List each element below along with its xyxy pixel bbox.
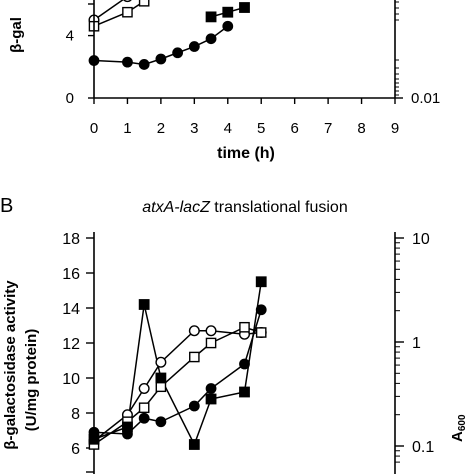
panel-b-point-filled-square bbox=[155, 372, 167, 384]
panel-a-point-open-square bbox=[122, 6, 133, 18]
panel-b-point-open-square bbox=[255, 327, 267, 338]
panel-b-y2label-main: A bbox=[449, 431, 466, 442]
panel-b-point-open-circle bbox=[205, 325, 217, 337]
panel-b-point-open-square bbox=[189, 351, 200, 363]
panel-a-y-tick-label: 0 bbox=[66, 90, 74, 107]
panel-b-series-line-open-square bbox=[93, 326, 262, 446]
panel-a-xlabel: time (h) bbox=[217, 145, 275, 162]
panel-b-y2-tick-label: 1 bbox=[412, 335, 421, 352]
panel-a-x-tick-label: 8 bbox=[357, 120, 365, 137]
panel-b-point-open-square bbox=[138, 402, 150, 414]
panel-a-point-filled-circle bbox=[222, 20, 234, 32]
panel-a-x-tick-label: 3 bbox=[190, 120, 198, 137]
panel-a-series-line-open-square bbox=[93, 0, 147, 27]
panel-b-y-tick-label: 12 bbox=[62, 336, 80, 353]
panel-b-y-tick-label: 16 bbox=[62, 266, 80, 283]
panel-b-y-tick-label: 6 bbox=[71, 441, 80, 458]
panel-b-y-tick-label: 18 bbox=[62, 231, 80, 248]
panel-a-point-filled-square bbox=[222, 6, 234, 18]
panel-b-point-filled-square bbox=[255, 276, 267, 288]
panel-a-y-tick-label: 4 bbox=[66, 28, 74, 45]
panel-a-point-filled-circle bbox=[138, 59, 150, 70]
panel-a: 0 1 2 3 4 5 6 7 8 9 0 4 0.01 bbox=[66, 0, 440, 137]
panel-a-x-tick-label: 9 bbox=[391, 120, 399, 137]
panel-a-point-filled-square bbox=[205, 11, 217, 23]
panel-a-point-filled-circle bbox=[122, 56, 133, 68]
panel-b-point-filled-square bbox=[188, 439, 200, 450]
panel-b-point-filled-circle bbox=[138, 412, 150, 424]
panel-a-point-filled-circle bbox=[172, 47, 184, 59]
panel-a-series-line-open-circle bbox=[93, 0, 124, 21]
panel-b-point-filled-square bbox=[122, 421, 133, 433]
panel-a-point-filled-square bbox=[239, 2, 250, 13]
panel-b-y2-tick-label: 0.1 bbox=[412, 439, 434, 456]
panel-b-point-open-square bbox=[205, 337, 217, 349]
panel-a-y2-tick-label: 0.01 bbox=[411, 90, 440, 107]
panel-b-series-line-filled-square bbox=[93, 281, 262, 447]
panel-b-title: atxA-lacZ translational fusion bbox=[142, 199, 347, 216]
panel-b-y2label-sub: 600 bbox=[457, 414, 468, 431]
panel-a-point-open-circle bbox=[123, 0, 132, 3]
panel-a-x-tick-label: 7 bbox=[324, 120, 332, 137]
panel-a-ylabel-fragment: β-gal bbox=[8, 17, 25, 53]
panel-b-y-tick-label: 10 bbox=[62, 371, 80, 388]
panel-b-point-open-circle bbox=[188, 325, 200, 337]
panel-a-point-filled-circle bbox=[205, 33, 217, 45]
panel-b-point-open-square bbox=[155, 381, 167, 393]
panel-a-x-tick-label: 1 bbox=[123, 120, 131, 137]
panel-b-point-open-circle bbox=[138, 383, 150, 395]
panel-b-point-filled-square bbox=[88, 433, 100, 445]
panel-b-point-filled-square bbox=[239, 386, 250, 398]
panel-a-x-tick-label: 5 bbox=[257, 120, 265, 137]
panel-b-point-open-circle bbox=[155, 356, 167, 368]
panel-b-title-rest: translational fusion bbox=[210, 199, 348, 216]
panel-b-title-italic: atxA-lacZ bbox=[142, 199, 211, 216]
panel-b-point-open-square bbox=[239, 321, 250, 333]
panel-a-point-open-square bbox=[138, 0, 150, 7]
panel-b-ylabel-line1: β-galactosidase activity bbox=[2, 280, 19, 450]
panel-a-x-tick-label: 6 bbox=[290, 120, 298, 137]
panel-b-letter: B bbox=[0, 195, 13, 217]
panel-b: 6 8 10 12 14 16 18 0.1 1 10 bbox=[62, 231, 434, 474]
panel-a-point-filled-circle bbox=[188, 41, 200, 52]
panel-b-y-tick-label: 14 bbox=[62, 301, 80, 318]
panel-b-point-filled-circle bbox=[255, 304, 267, 316]
panel-a-point-filled-circle bbox=[155, 53, 167, 65]
panel-b-y2label: A600 bbox=[449, 414, 468, 442]
panel-b-point-filled-circle bbox=[188, 400, 200, 412]
panel-b-ylabel-line2: (U/mg protein) bbox=[23, 329, 40, 432]
panel-a-x-tick-label: 0 bbox=[90, 120, 98, 137]
panel-b-point-filled-square bbox=[138, 299, 150, 310]
panel-a-x-tick-label: 4 bbox=[224, 120, 232, 137]
panel-b-y2-tick-label: 10 bbox=[412, 231, 430, 248]
panel-b-point-filled-square bbox=[205, 393, 217, 405]
panel-a-x-tick-label: 2 bbox=[157, 120, 165, 137]
panel-b-point-filled-circle bbox=[155, 416, 167, 428]
panel-b-y-tick-label: 8 bbox=[71, 406, 80, 423]
panel-b-point-filled-circle bbox=[205, 383, 217, 394]
panel-b-point-filled-circle bbox=[239, 358, 250, 370]
panel-b-series-line-open-circle bbox=[93, 330, 262, 442]
